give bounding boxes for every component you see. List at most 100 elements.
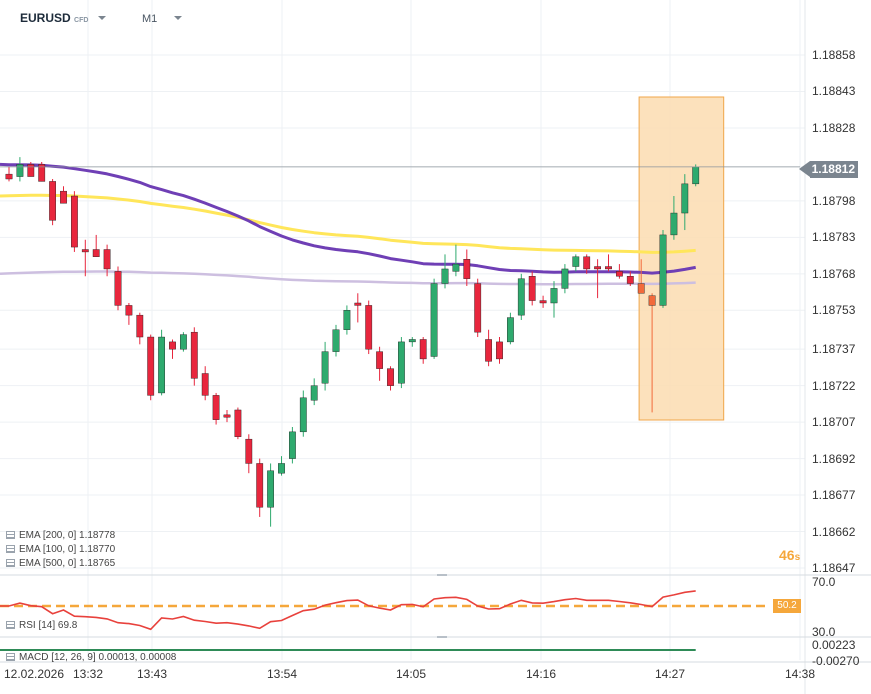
candle bbox=[594, 259, 602, 299]
candle-body bbox=[5, 173, 13, 180]
symbol-selector[interactable]: EURUSD CFD bbox=[20, 11, 106, 25]
candle bbox=[310, 378, 318, 406]
candle-body bbox=[179, 334, 187, 350]
time-label: 14:05 bbox=[395, 667, 427, 681]
candle bbox=[92, 234, 100, 257]
instrument-type: CFD bbox=[74, 17, 89, 24]
candle bbox=[289, 426, 296, 464]
candle bbox=[321, 341, 329, 391]
price-label: 1.18798 bbox=[812, 193, 856, 208]
settings-icon[interactable] bbox=[6, 531, 15, 539]
candle bbox=[103, 244, 111, 277]
candle-body bbox=[27, 164, 35, 177]
chevron-down-icon bbox=[97, 16, 106, 20]
settings-icon[interactable] bbox=[6, 545, 15, 553]
candle bbox=[147, 334, 155, 401]
candle-body bbox=[92, 249, 100, 257]
ema-legend-text: EMA [100, 0] 1.18770 bbox=[19, 544, 116, 555]
ema-legend-200[interactable]: EMA [200, 0] 1.18778 bbox=[6, 530, 115, 541]
candle-body bbox=[398, 341, 405, 384]
candle bbox=[539, 295, 547, 308]
rsi-legend[interactable]: RSI [14] 69.8 bbox=[6, 620, 77, 631]
ema-lines bbox=[0, 162, 696, 286]
candle-body bbox=[169, 341, 176, 350]
price-label: 1.18662 bbox=[812, 524, 856, 539]
candle bbox=[5, 166, 13, 182]
settings-icon[interactable] bbox=[6, 621, 15, 629]
candle bbox=[343, 305, 351, 335]
candle bbox=[376, 346, 383, 381]
countdown-value: 46 bbox=[779, 547, 795, 563]
macd-level-bottom: -0.00270 bbox=[812, 654, 860, 668]
macd-level-top: 0.00223 bbox=[812, 638, 856, 652]
candle-body bbox=[223, 414, 231, 418]
candle bbox=[398, 337, 405, 389]
price-label: 1.18783 bbox=[812, 230, 856, 245]
candle bbox=[70, 191, 78, 252]
macd-legend[interactable]: MACD [12, 26, 9] 0.00013, 0.00008 bbox=[6, 652, 176, 663]
ema-500-line bbox=[0, 270, 696, 286]
candle-body bbox=[49, 181, 57, 221]
candle bbox=[583, 254, 591, 274]
panel-resize-handle[interactable] bbox=[437, 574, 447, 576]
candle bbox=[267, 463, 274, 527]
ema-legend-100[interactable]: EMA [100, 0] 1.18770 bbox=[6, 544, 115, 555]
ema-legend-text: EMA [500, 0] 1.18765 bbox=[19, 558, 116, 569]
candle bbox=[190, 327, 198, 386]
ema-legend-500[interactable]: EMA [500, 0] 1.18765 bbox=[6, 558, 115, 569]
candle-body bbox=[321, 351, 329, 384]
macd-legend-text: MACD [12, 26, 9] 0.00013, 0.00008 bbox=[19, 652, 177, 663]
candle-body bbox=[310, 385, 318, 401]
candle bbox=[452, 244, 460, 277]
candle-body bbox=[572, 256, 580, 267]
candle bbox=[234, 407, 242, 440]
candle-body bbox=[289, 431, 296, 459]
candle-body bbox=[343, 310, 351, 330]
price-label: 1.18647 bbox=[812, 561, 856, 575]
settings-icon[interactable] bbox=[6, 653, 15, 661]
candle-body bbox=[245, 438, 253, 464]
candle bbox=[49, 178, 57, 226]
candle-body bbox=[60, 190, 67, 204]
candle bbox=[670, 196, 678, 240]
candle bbox=[125, 302, 133, 325]
price-label: 1.18707 bbox=[812, 415, 856, 430]
candle bbox=[60, 186, 67, 204]
candle-body bbox=[212, 395, 220, 420]
candle-body bbox=[419, 339, 427, 360]
candle bbox=[648, 293, 656, 413]
candle bbox=[517, 273, 525, 321]
candle-body bbox=[507, 317, 514, 343]
candle bbox=[245, 434, 253, 474]
settings-icon[interactable] bbox=[6, 559, 15, 567]
candle-body bbox=[376, 351, 383, 369]
rsi-level-30: 30.0 bbox=[812, 625, 836, 639]
candle bbox=[692, 164, 700, 187]
candle-body bbox=[267, 470, 274, 508]
time-label: 14:16 bbox=[525, 667, 557, 681]
candle-body bbox=[38, 164, 46, 182]
symbol-name: EURUSD bbox=[20, 11, 71, 25]
price-label: 1.18828 bbox=[812, 120, 856, 135]
candle bbox=[485, 329, 492, 367]
candle-body bbox=[430, 283, 438, 357]
ema-100-line bbox=[0, 162, 696, 275]
timeframe-selector[interactable]: M1 bbox=[142, 13, 183, 25]
candle bbox=[550, 281, 558, 318]
candle bbox=[332, 324, 340, 357]
ema-200-line bbox=[0, 193, 696, 254]
candle-body bbox=[278, 463, 285, 474]
panel-resize-handle[interactable] bbox=[437, 636, 447, 638]
candle-body bbox=[201, 373, 209, 396]
candle bbox=[616, 264, 623, 279]
candle-body bbox=[332, 329, 340, 352]
candle-body bbox=[256, 463, 264, 508]
price-label: 1.18722 bbox=[812, 378, 856, 393]
candle bbox=[212, 392, 220, 425]
price-label: 1.18768 bbox=[812, 266, 856, 281]
candle-body bbox=[517, 278, 525, 316]
candle-body bbox=[158, 336, 165, 394]
candle-body bbox=[16, 164, 24, 177]
candle bbox=[38, 161, 46, 182]
